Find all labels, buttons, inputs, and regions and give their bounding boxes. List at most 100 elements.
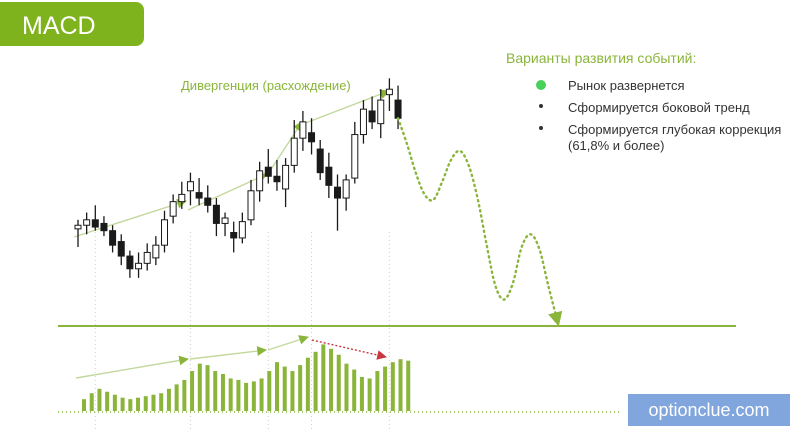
histo-arrow-2 — [189, 346, 267, 360]
candle — [100, 216, 108, 237]
histogram-bar — [251, 381, 256, 411]
histogram-bar — [336, 354, 341, 411]
candle — [91, 205, 99, 231]
candle — [117, 234, 125, 266]
candle — [273, 159, 281, 191]
candle — [161, 210, 168, 253]
title-badge: MACD — [0, 2, 144, 46]
candle — [308, 118, 316, 155]
histogram-bar — [390, 362, 395, 411]
candle — [316, 139, 324, 180]
scenario-item-correction: Сформируется глубокая коррекция (61,8% и… — [506, 122, 796, 154]
histogram-bar — [166, 388, 171, 411]
histogram-bar — [344, 363, 349, 411]
trend-arrow-3 — [267, 121, 303, 175]
macd-histogram — [82, 344, 411, 411]
candle — [290, 120, 298, 173]
histogram-bar — [82, 399, 86, 411]
candle — [169, 194, 177, 224]
vertical-guides — [94, 232, 390, 432]
candle — [299, 110, 307, 151]
candle — [126, 250, 134, 278]
scenario-label: Сформируется боковой тренд — [568, 100, 750, 115]
candlestick-series — [74, 78, 402, 278]
candle — [368, 96, 376, 130]
candle — [83, 212, 91, 235]
scenario-label: Рынок развернется — [568, 78, 685, 93]
candle — [109, 225, 117, 253]
histogram-bar — [120, 397, 125, 411]
candle — [377, 89, 385, 139]
histogram-bar — [213, 371, 218, 411]
histogram-bar — [352, 369, 357, 411]
histogram-bar — [375, 371, 380, 411]
trend-arrow-2 — [187, 173, 268, 211]
candle — [334, 174, 341, 231]
histogram-bar — [359, 376, 364, 411]
histogram-bar — [298, 365, 303, 411]
title-text: MACD — [22, 12, 96, 40]
candle — [212, 198, 220, 237]
histogram-bar — [128, 399, 133, 411]
histo-arrow-1 — [75, 355, 189, 379]
histogram-bar — [383, 366, 388, 411]
histo-arrow-3 — [267, 335, 309, 351]
candle — [186, 172, 194, 206]
projection-path — [396, 117, 563, 327]
histogram-bar — [205, 365, 210, 411]
histogram-bar — [406, 360, 411, 411]
histogram-bar — [367, 378, 372, 411]
histogram-bar — [190, 371, 195, 411]
candle — [135, 252, 143, 278]
scenario-label: Сформируется глубокая коррекция (61,8% и… — [568, 122, 782, 153]
brand-box: optionclue.com — [628, 394, 790, 426]
candle — [74, 219, 82, 248]
histogram-bar — [398, 359, 403, 411]
histogram-trend-arrows — [75, 335, 387, 379]
trend-arrow-4 — [302, 89, 390, 125]
histogram-bar — [228, 378, 233, 411]
candle — [385, 78, 393, 111]
divergence-label: Дивергенция (расхождение) — [181, 78, 351, 93]
histogram-bar — [112, 394, 117, 411]
histogram-bar — [267, 371, 272, 411]
histogram-bar — [97, 388, 102, 411]
histogram-bar — [282, 366, 287, 411]
histogram-bar — [313, 351, 318, 411]
histogram-bar — [89, 393, 94, 411]
candle — [238, 212, 246, 244]
scenario-item-reversal: Рынок развернется — [506, 78, 796, 94]
candle — [256, 161, 264, 202]
candle — [230, 221, 238, 253]
histogram-bar — [290, 371, 295, 411]
histogram-bar — [244, 382, 249, 411]
histogram-bar — [159, 393, 164, 411]
candle — [143, 243, 151, 271]
histogram-bar — [275, 362, 279, 411]
price-trend-arrows — [73, 89, 390, 238]
candle — [221, 212, 229, 237]
candle — [152, 236, 160, 266]
candle — [195, 178, 203, 206]
histogram-bar — [220, 374, 225, 411]
histogram-bar — [143, 396, 148, 411]
candle — [325, 152, 333, 199]
histogram-bar — [151, 394, 156, 411]
scenarios-panel: Варианты развития событий: Рынок разверн… — [506, 50, 796, 160]
green-dot-icon — [536, 80, 546, 90]
scenario-item-sideways: Сформируется боковой тренд — [506, 100, 796, 116]
candle — [359, 100, 367, 144]
candle — [264, 149, 272, 184]
candle — [342, 174, 350, 211]
candle — [204, 185, 212, 213]
candle — [178, 181, 186, 209]
histogram-bar — [236, 379, 241, 411]
bullet-icon — [539, 126, 543, 130]
histogram-bar — [321, 344, 326, 411]
candle — [282, 158, 290, 208]
histogram-bar — [174, 384, 179, 411]
brand-text: optionclue.com — [648, 400, 770, 420]
histogram-bar — [136, 397, 141, 411]
histogram-bar — [182, 379, 187, 411]
